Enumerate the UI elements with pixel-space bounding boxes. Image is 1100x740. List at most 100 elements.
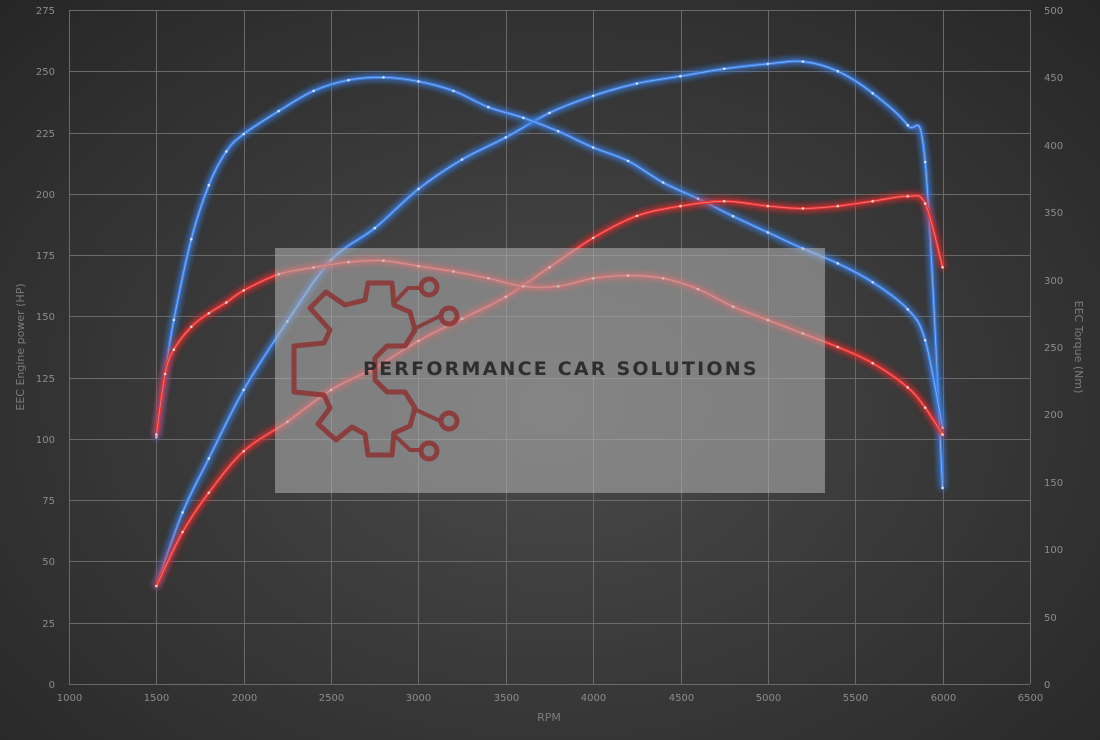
data-point (207, 457, 211, 460)
data-point (635, 82, 639, 85)
data-point (591, 146, 595, 149)
x-tick-label: 4500 (669, 693, 694, 704)
data-point (801, 207, 805, 210)
data-point (277, 109, 281, 113)
data-point (504, 136, 508, 139)
data-point (766, 62, 770, 66)
data-point (207, 491, 211, 495)
data-point (923, 406, 927, 410)
data-point (207, 312, 211, 315)
y-axis-title-right: EEC Torque (Nm) (1072, 301, 1085, 394)
data-point (766, 204, 770, 208)
data-point (242, 289, 245, 292)
y-tick-label-left: 175 (36, 251, 55, 262)
data-point (941, 433, 944, 436)
data-point (347, 78, 350, 82)
x-tick-label: 4000 (581, 693, 606, 704)
x-tick-label: 1000 (57, 693, 82, 704)
y-tick-label-left: 100 (36, 435, 55, 446)
data-point (906, 123, 909, 127)
data-point (591, 94, 595, 98)
x-tick-label: 2500 (319, 693, 344, 704)
data-point (155, 433, 158, 436)
y-tick-label-left: 50 (42, 557, 55, 568)
x-axis-title: RPM (537, 711, 561, 724)
y-tick-label-left: 225 (36, 129, 55, 140)
data-point (181, 511, 184, 514)
data-point (906, 308, 909, 311)
data-point (766, 231, 770, 234)
data-point (941, 426, 944, 430)
data-point (225, 150, 228, 153)
y-tick-label-right: 500 (1044, 6, 1063, 17)
data-point (417, 80, 420, 83)
y-tick-label-right: 0 (1044, 680, 1050, 691)
data-point (172, 348, 176, 352)
data-point (163, 372, 167, 376)
x-tick-label: 3000 (406, 693, 431, 704)
data-point (696, 197, 700, 200)
data-point (487, 105, 490, 109)
y-tick-label-left: 0 (49, 680, 55, 691)
data-point (190, 237, 193, 241)
y-tick-label-left: 275 (36, 6, 55, 17)
gear-circuit-logo-icon (291, 276, 460, 462)
data-point (722, 67, 726, 71)
data-point (871, 199, 874, 203)
data-point (225, 301, 228, 304)
data-point (591, 236, 595, 240)
data-point (679, 204, 682, 208)
tick-labels: 1000 1500 2000 2500 3000 3500 4000 4500 5000 5500… (36, 6, 1063, 704)
data-point (635, 214, 639, 218)
data-point (242, 132, 245, 136)
y-tick-label-left: 150 (36, 312, 55, 323)
data-point (460, 158, 464, 161)
y-axis-title-left: EEC Engine power (HP) (14, 283, 27, 410)
data-point (242, 449, 245, 453)
data-point (923, 202, 927, 205)
data-point (373, 226, 377, 230)
y-tick-label-right: 200 (1044, 410, 1063, 421)
data-point (906, 386, 909, 389)
series-line-core-2 (156, 76, 943, 438)
x-tick-label: 5500 (843, 693, 868, 704)
data-point (906, 195, 909, 198)
y-tick-label-right: 400 (1044, 141, 1063, 152)
data-point (190, 325, 193, 329)
data-point (661, 181, 665, 184)
data-point (155, 584, 158, 588)
data-point (941, 486, 944, 490)
y-tick-label-right: 50 (1044, 613, 1057, 624)
data-point (172, 318, 176, 322)
data-point (871, 281, 874, 284)
data-point (417, 187, 420, 191)
data-point (801, 60, 805, 63)
y-tick-label-right: 150 (1044, 478, 1063, 489)
x-tick-label: 3500 (494, 693, 519, 704)
data-point (181, 530, 184, 534)
y-tick-label-left: 200 (36, 190, 55, 201)
data-point (836, 345, 840, 349)
data-point (242, 388, 245, 392)
data-point (452, 89, 455, 93)
data-point (836, 262, 840, 265)
data-point (548, 111, 551, 115)
watermark-brand-text: PERFORMANCE CAR SOLUTIONS (363, 358, 759, 380)
x-tick-label: 5000 (756, 693, 781, 704)
data-point (556, 130, 560, 133)
y-tick-label-right: 100 (1044, 545, 1063, 556)
data-point (679, 74, 682, 78)
y-tick-label-left: 75 (42, 496, 55, 507)
data-point (871, 92, 874, 95)
data-point (207, 183, 211, 187)
y-tick-label-left: 125 (36, 374, 55, 385)
y-tick-label-right: 250 (1044, 343, 1063, 354)
y-tick-label-right: 300 (1044, 276, 1063, 287)
x-tick-label: 6000 (931, 693, 956, 704)
data-point (941, 266, 944, 269)
x-tick-label: 6500 (1018, 693, 1043, 704)
y-tick-label-right: 450 (1044, 73, 1063, 84)
data-point (722, 199, 726, 203)
